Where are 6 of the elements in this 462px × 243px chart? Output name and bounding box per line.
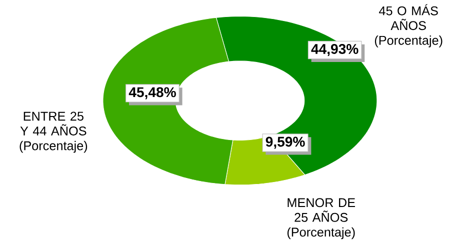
data-label: 45,48% [128,87,176,100]
slice-label: MENOR DE 25 AÑOS (Porcentaje) [287,198,355,239]
slice-label: ENTRE 25 Y 44 AÑOS (Porcentaje) [20,112,88,153]
slice-label: 45 O MÁS AÑOS (Porcentaje) [374,4,442,48]
data-label: 44,93% [311,44,358,56]
data-label: 9,59% [266,136,305,149]
